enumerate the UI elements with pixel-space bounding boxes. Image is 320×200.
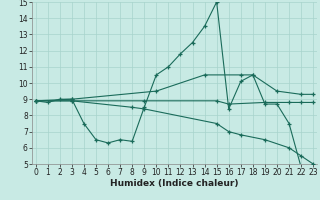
X-axis label: Humidex (Indice chaleur): Humidex (Indice chaleur) [110, 179, 239, 188]
